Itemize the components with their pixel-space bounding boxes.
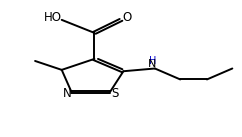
Text: N: N bbox=[148, 59, 157, 69]
Text: N: N bbox=[63, 87, 71, 100]
Text: S: S bbox=[111, 87, 118, 100]
Text: O: O bbox=[122, 11, 132, 24]
Text: HO: HO bbox=[44, 11, 61, 24]
Text: H: H bbox=[149, 56, 156, 66]
